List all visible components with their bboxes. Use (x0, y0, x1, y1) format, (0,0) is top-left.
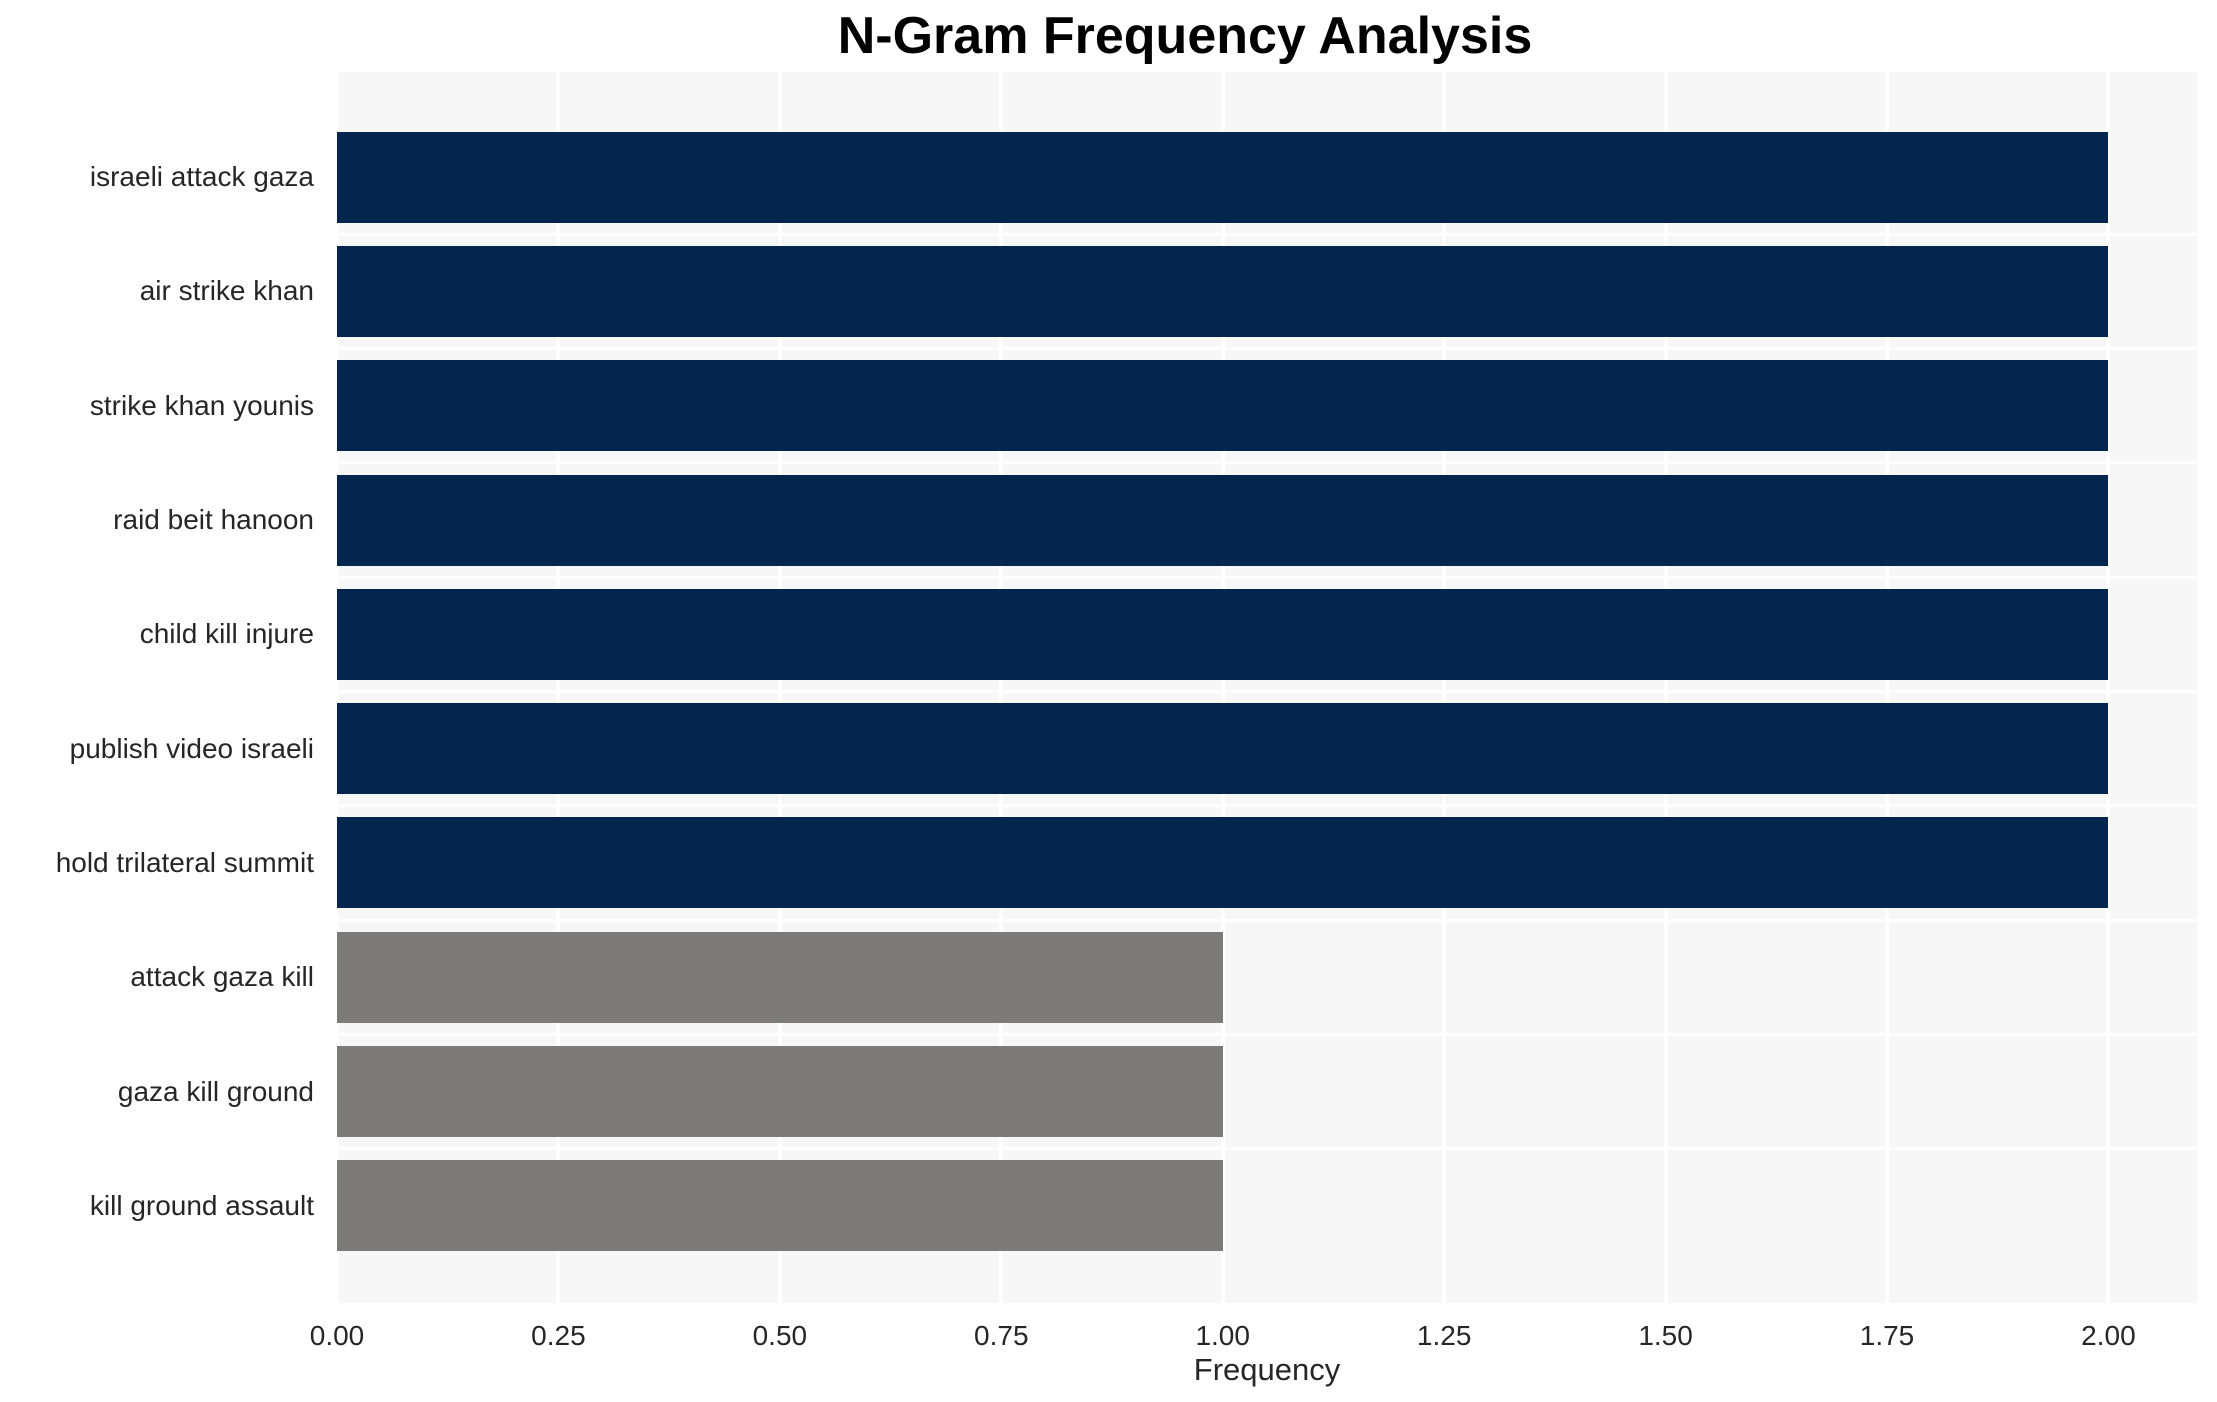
bar-gaza-kill-ground (337, 1046, 1223, 1138)
bar-strike-khan-younis (337, 360, 2109, 452)
vertical-gridline-1.50 (1663, 72, 1668, 1303)
y-tick-label: strike khan younis (89, 389, 314, 421)
y-tick-label: attack gaza kill (130, 961, 314, 993)
x-axis-title: Frequency (1193, 1352, 1341, 1387)
y-tick-label: publish video israeli (69, 732, 314, 764)
vertical-gridline-0.50 (777, 72, 782, 1303)
horizontal-minor-gridline (337, 690, 2197, 693)
bar-attack-gaza-kill (337, 931, 1223, 1023)
horizontal-minor-gridline (337, 804, 2197, 808)
bar-publish-video-israeli (337, 703, 2109, 795)
horizontal-minor-gridline (337, 918, 2197, 922)
bar-raid-beit-hanoon (337, 474, 2109, 566)
y-tick-label: hold trilateral summit (55, 846, 314, 878)
bar-kill-ground-assault (337, 1160, 1223, 1252)
plot-area (335, 72, 2197, 1303)
bar-israeli-attack-gaza (337, 131, 2109, 223)
y-axis-labels: israeli attack gaza air strike khan strike… (0, 0, 324, 1402)
bar-air-strike-khan (337, 245, 2109, 337)
horizontal-minor-gridline (337, 232, 2197, 236)
x-tick-label: 1.75 (1859, 1320, 1915, 1351)
y-tick-label: raid beit hanoon (113, 504, 314, 536)
chart-title: N-Gram Frequency Analysis (837, 7, 1533, 65)
y-tick-label: israeli attack gaza (89, 161, 314, 193)
x-tick-label: 2.00 (2081, 1320, 2136, 1351)
horizontal-minor-gridline (337, 347, 2197, 351)
horizontal-minor-gridline (337, 1032, 2197, 1036)
vertical-gridline-2.00 (2106, 72, 2111, 1303)
horizontal-minor-gridline (337, 461, 2197, 465)
vertical-gridline-1.00 (1220, 72, 1225, 1303)
vertical-gridline-0.00 (335, 72, 339, 1303)
vertical-gridline-0.75 (999, 72, 1004, 1303)
vertical-gridline-0.25 (556, 72, 561, 1303)
vertical-gridline-1.25 (1442, 72, 1447, 1303)
x-tick-label: 0.75 (974, 1320, 1029, 1351)
x-tick-label: 1.00 (1195, 1320, 1250, 1351)
y-tick-label: kill ground assault (89, 1189, 314, 1221)
bar-child-kill-injure (337, 588, 2109, 680)
x-tick-label: 1.50 (1638, 1320, 1693, 1351)
horizontal-minor-gridline (337, 575, 2197, 579)
y-tick-label: child kill injure (139, 618, 314, 650)
x-tick-label: 0.50 (752, 1320, 808, 1351)
horizontal-minor-gridline (337, 1147, 2197, 1151)
x-tick-label: 0.25 (531, 1320, 586, 1351)
y-tick-label: gaza kill ground (117, 1075, 314, 1107)
bar-hold-trilateral-summit (337, 817, 2109, 909)
x-tick-label: 1.25 (1416, 1320, 1472, 1351)
vertical-gridline-1.75 (1885, 72, 1889, 1303)
y-tick-label: air strike khan (139, 275, 314, 307)
